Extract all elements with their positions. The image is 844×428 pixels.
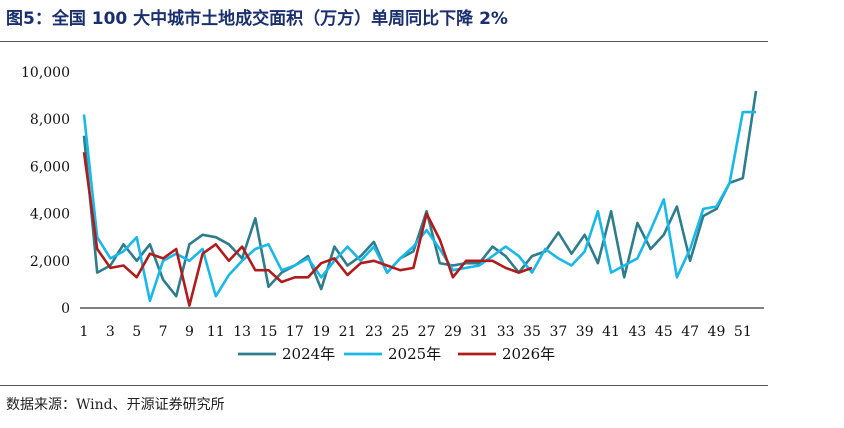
legend-label-3: 2026年 xyxy=(502,345,555,363)
chart-title: 图5：全国 100 大中城市土地成交面积（万方）单周同比下降 2% xyxy=(6,9,508,29)
x-tick-label: 13 xyxy=(233,324,251,340)
x-tick-label: 1 xyxy=(80,324,89,340)
x-tick-label: 45 xyxy=(655,324,673,340)
x-tick-label: 21 xyxy=(339,324,357,340)
x-axis-ticks: 1 3 5 7 9 11 13 15 17 19 21 23 25 27 29 31 33 35 37 39 41 43 4… xyxy=(80,324,752,340)
x-tick-label: 27 xyxy=(418,324,436,340)
y-tick-label: 4,000 xyxy=(30,207,70,223)
y-tick-label: 2,000 xyxy=(30,254,70,270)
top-divider xyxy=(0,41,768,42)
legend-label-2: 2025年 xyxy=(388,345,441,363)
series-line-2 xyxy=(82,110,756,303)
x-tick-label: 3 xyxy=(106,324,115,340)
y-tick-label: 0 xyxy=(61,301,70,317)
series-line-1 xyxy=(82,90,758,298)
y-tick-label: 10,000 xyxy=(21,65,70,81)
x-tick-label: 33 xyxy=(497,324,515,340)
series-line-3 xyxy=(82,152,533,307)
x-tick-label: 49 xyxy=(708,324,726,340)
x-tick-label: 29 xyxy=(444,324,462,340)
legend-label-1: 2024年 xyxy=(282,345,335,363)
source-note: 数据来源：Wind、开源证券研究所 xyxy=(6,397,225,413)
bottom-divider xyxy=(0,385,768,386)
series-lines xyxy=(82,90,758,307)
x-tick-label: 19 xyxy=(312,324,330,340)
x-tick-label: 35 xyxy=(523,324,541,340)
x-tick-label: 11 xyxy=(207,324,225,340)
x-tick-label: 47 xyxy=(681,324,699,340)
x-tick-label: 41 xyxy=(602,324,620,340)
y-axis-ticks: 0 2,000 4,000 6,000 8,000 10,000 xyxy=(21,65,70,317)
x-tick-label: 15 xyxy=(260,324,278,340)
x-tick-label: 17 xyxy=(286,324,304,340)
y-tick-label: 6,000 xyxy=(30,159,70,175)
x-tick-label: 39 xyxy=(576,324,594,340)
x-tick-label: 9 xyxy=(185,324,194,340)
x-tick-label: 31 xyxy=(470,324,488,340)
x-tick-label: 23 xyxy=(365,324,383,340)
x-tick-label: 7 xyxy=(159,324,168,340)
legend: 2024年 2025年 2026年 xyxy=(238,345,555,363)
y-tick-label: 8,000 xyxy=(30,112,70,128)
x-tick-label: 5 xyxy=(132,324,141,340)
x-tick-label: 25 xyxy=(391,324,409,340)
x-tick-label: 51 xyxy=(734,324,752,340)
x-tick-label: 43 xyxy=(628,324,646,340)
x-tick-label: 37 xyxy=(549,324,567,340)
